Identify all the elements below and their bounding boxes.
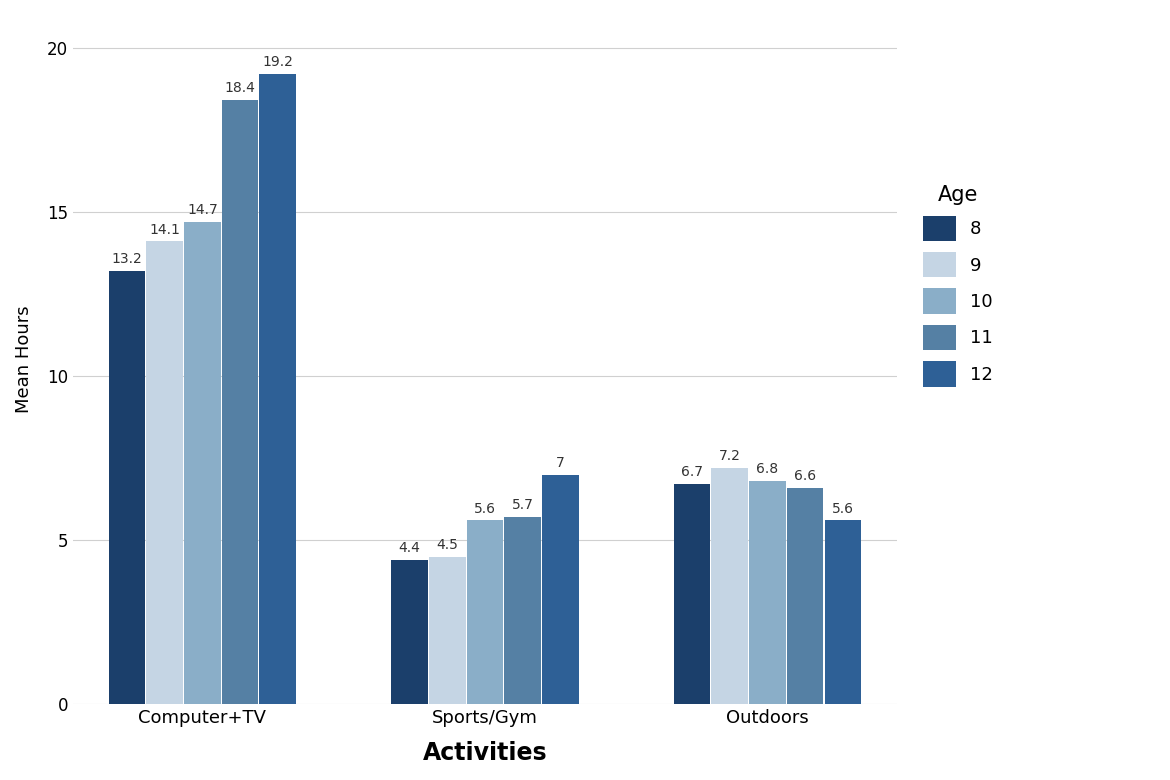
Bar [429,557,466,704]
Text: 6.6: 6.6 [794,469,817,483]
Bar [542,474,578,704]
Bar [109,271,145,704]
Text: 7.2: 7.2 [718,449,741,463]
Bar [711,468,748,704]
Bar [467,520,503,704]
Bar [749,481,786,704]
Y-axis label: Mean Hours: Mean Hours [15,306,33,413]
Text: 14.1: 14.1 [150,222,180,236]
Bar [504,517,541,704]
Bar [674,484,710,704]
Text: 5.6: 5.6 [832,502,854,516]
Legend: 8, 9, 10, 11, 12: 8, 9, 10, 11, 12 [914,176,1002,395]
Bar [184,222,221,704]
Bar [787,488,824,704]
Bar [825,520,861,704]
Text: 7: 7 [556,456,565,470]
Text: 6.8: 6.8 [756,462,778,476]
Text: 5.6: 5.6 [474,502,496,516]
Text: 18.4: 18.4 [225,81,255,95]
Text: 6.7: 6.7 [681,466,703,480]
Text: 4.5: 4.5 [436,537,459,551]
Bar [391,560,428,704]
X-axis label: Activities: Activities [422,741,548,765]
Text: 14.7: 14.7 [187,203,218,217]
Text: 13.2: 13.2 [111,252,143,266]
Text: 19.2: 19.2 [262,55,294,69]
Bar [222,101,259,704]
Bar [146,242,183,704]
Text: 5.7: 5.7 [511,498,534,512]
Bar [260,74,296,704]
Text: 4.4: 4.4 [399,541,420,555]
